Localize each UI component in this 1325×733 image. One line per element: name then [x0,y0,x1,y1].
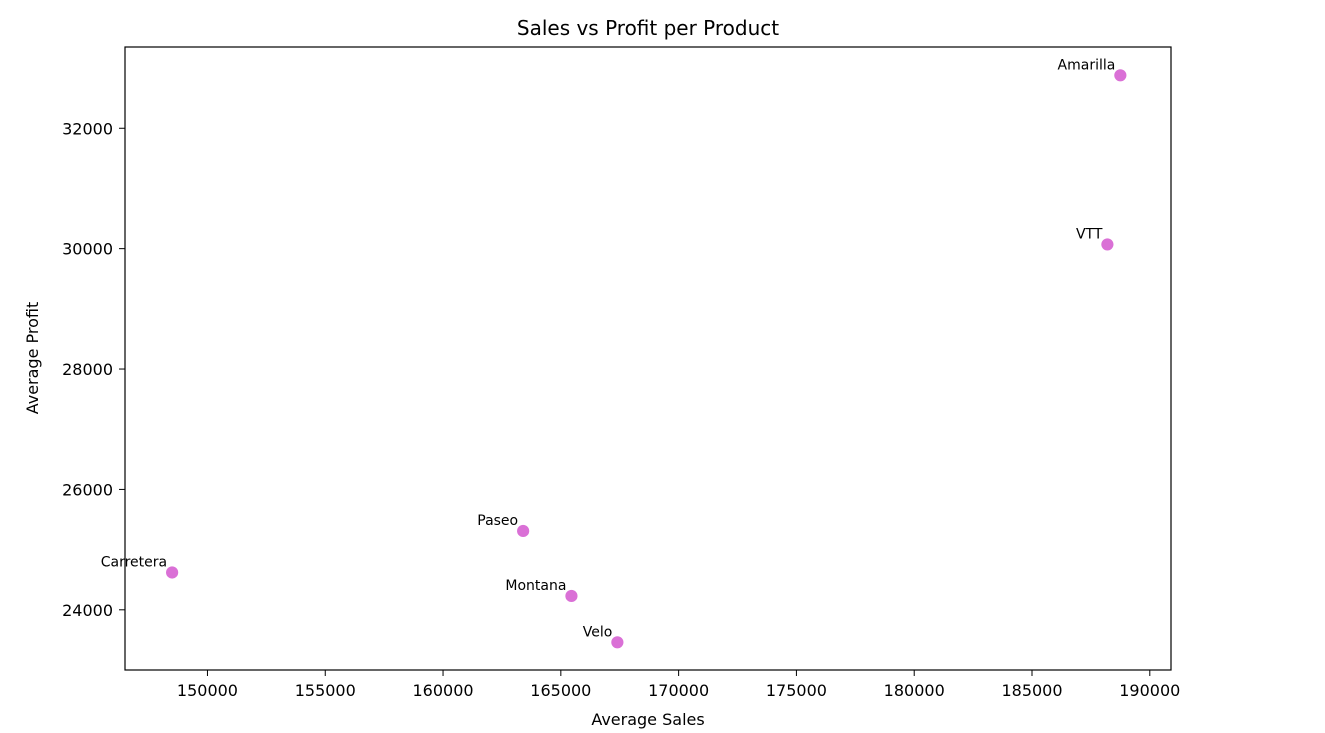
x-tick-label: 175000 [766,681,827,700]
data-point [516,524,531,538]
point-label: Carretera [101,554,167,570]
point-labels: Amarilla VTT Paseo Carretera Montana Velo [101,57,1116,640]
data-points [165,68,1128,650]
x-tick-label: 155000 [295,681,356,700]
x-axis-label: Average Sales [591,710,704,729]
x-tick-label: 160000 [413,681,474,700]
point-label: Velo [583,624,613,640]
y-tick-label: 28000 [62,360,113,379]
data-point [165,565,180,580]
data-point [610,635,625,650]
point-label: Montana [505,578,566,594]
y-axis-label: Average Profit [23,302,42,415]
data-point [1100,237,1115,252]
y-tick-label: 30000 [62,240,113,259]
x-tick-label: 190000 [1119,681,1180,700]
chart-title: Sales vs Profit per Product [517,16,779,40]
point-label: VTT [1076,226,1103,242]
x-tick-label: 150000 [177,681,238,700]
plot-area-frame [124,46,1172,671]
x-tick-label: 170000 [648,681,709,700]
data-point [1113,68,1128,83]
x-tick-label: 165000 [530,681,591,700]
y-tick-label: 26000 [62,480,113,499]
point-label: Paseo [477,513,518,529]
x-tick-label: 180000 [884,681,945,700]
y-tick-label: 32000 [62,119,113,138]
axis-ticks: 150000 155000 160000 165000 170000 175000 1800… [62,119,1180,700]
x-tick-label: 185000 [1001,681,1062,700]
data-point [564,589,579,603]
point-label: Amarilla [1058,57,1116,73]
y-tick-label: 24000 [62,601,113,620]
